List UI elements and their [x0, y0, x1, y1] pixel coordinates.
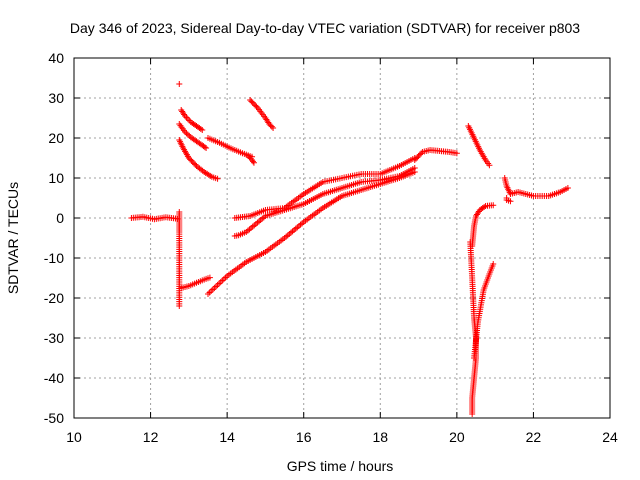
- grid-lines: [74, 58, 610, 418]
- data-point: [252, 102, 259, 109]
- data-point: [416, 151, 423, 158]
- y-tick-label: -30: [44, 330, 64, 346]
- series-plateau: [411, 147, 460, 163]
- data-point: [206, 274, 213, 281]
- data-point: [176, 81, 183, 87]
- data-points: [128, 81, 571, 417]
- data-point: [182, 129, 189, 135]
- series-recover: [469, 202, 497, 249]
- axes-frame: [73, 57, 611, 419]
- data-point: [249, 158, 256, 165]
- data-point: [418, 150, 425, 157]
- y-tick-label: 30: [48, 90, 64, 106]
- data-point: [411, 157, 418, 163]
- y-tick-label: 0: [56, 210, 64, 226]
- data-point: [203, 145, 210, 151]
- data-point: [197, 126, 204, 132]
- data-point: [469, 411, 476, 417]
- series-rise-mid: [231, 165, 418, 239]
- series-low-left: [178, 274, 213, 291]
- data-point: [250, 159, 257, 166]
- y-tick-label: -20: [44, 290, 64, 306]
- y-tick-label: 10: [48, 170, 64, 186]
- series-flat-start: [128, 213, 181, 223]
- x-tick-label: 24: [602, 429, 618, 445]
- data-point: [184, 131, 191, 138]
- data-point: [490, 202, 497, 209]
- data-point: [246, 154, 253, 161]
- x-tick-label: 22: [526, 429, 542, 445]
- y-tick-label: 40: [48, 50, 64, 66]
- x-tick-label: 10: [66, 429, 82, 445]
- x-tick-label: 14: [219, 429, 235, 445]
- data-point: [201, 144, 208, 151]
- y-tick-label: -10: [44, 250, 64, 266]
- data-point: [249, 99, 256, 106]
- tick-labels: 10 12 14 16 18 20 22 24 -50 -40 -30 -20 -10 0 10 20 30 40: [44, 50, 618, 445]
- series-arc-f: [245, 153, 257, 166]
- data-point: [486, 162, 493, 169]
- data-point: [481, 204, 488, 210]
- data-point: [564, 185, 571, 191]
- data-point: [192, 161, 199, 168]
- data-point: [176, 303, 183, 309]
- x-tick-label: 16: [296, 429, 312, 445]
- data-point: [248, 98, 255, 105]
- series-arc-e: [247, 97, 277, 131]
- data-point: [250, 101, 257, 107]
- series-recover-2: [471, 261, 497, 361]
- data-point: [189, 159, 196, 165]
- plot-frame: [73, 57, 611, 419]
- data-point: [267, 122, 274, 129]
- data-point: [253, 103, 260, 110]
- data-point: [190, 160, 197, 167]
- series-arc-b: [176, 121, 210, 151]
- y-axis-label: SDTVAR / TECUs: [5, 182, 21, 294]
- x-axis-label: GPS time / hours: [287, 458, 394, 474]
- series-rise-low: [205, 169, 418, 297]
- data-point: [414, 154, 421, 161]
- data-point: [507, 198, 514, 205]
- data-point: [245, 153, 252, 159]
- series-arc-d: [205, 135, 256, 160]
- data-point: [247, 97, 254, 103]
- chart-title: Day 346 of 2023, Sidereal Day-to-day VTE…: [70, 20, 580, 36]
- y-tick-label: 20: [48, 130, 64, 146]
- series-arc-a: [178, 107, 206, 133]
- data-point: [411, 165, 418, 171]
- series-arc-c: [176, 137, 221, 182]
- data-point: [214, 175, 221, 182]
- data-point: [413, 155, 420, 162]
- data-point: [268, 123, 275, 130]
- data-point: [266, 121, 273, 127]
- y-tick-label: -40: [44, 370, 64, 386]
- data-point: [188, 157, 195, 164]
- data-point: [270, 125, 277, 131]
- data-point: [415, 153, 422, 159]
- x-tick-label: 12: [143, 429, 159, 445]
- data-point: [453, 150, 460, 157]
- data-point: [187, 156, 194, 163]
- series-tail: [501, 175, 571, 199]
- y-tick-label: -50: [44, 410, 64, 426]
- x-tick-label: 18: [372, 429, 388, 445]
- series-rise-high: [231, 155, 418, 221]
- data-point: [199, 127, 206, 133]
- series-top-outlier: [176, 81, 183, 87]
- data-point: [185, 155, 192, 161]
- series-drop-arc: [465, 123, 493, 169]
- data-point: [183, 130, 190, 137]
- series-tail-offset: [503, 195, 514, 205]
- x-tick-label: 20: [449, 429, 465, 445]
- data-point: [490, 261, 497, 267]
- series-spike-1: [176, 209, 183, 309]
